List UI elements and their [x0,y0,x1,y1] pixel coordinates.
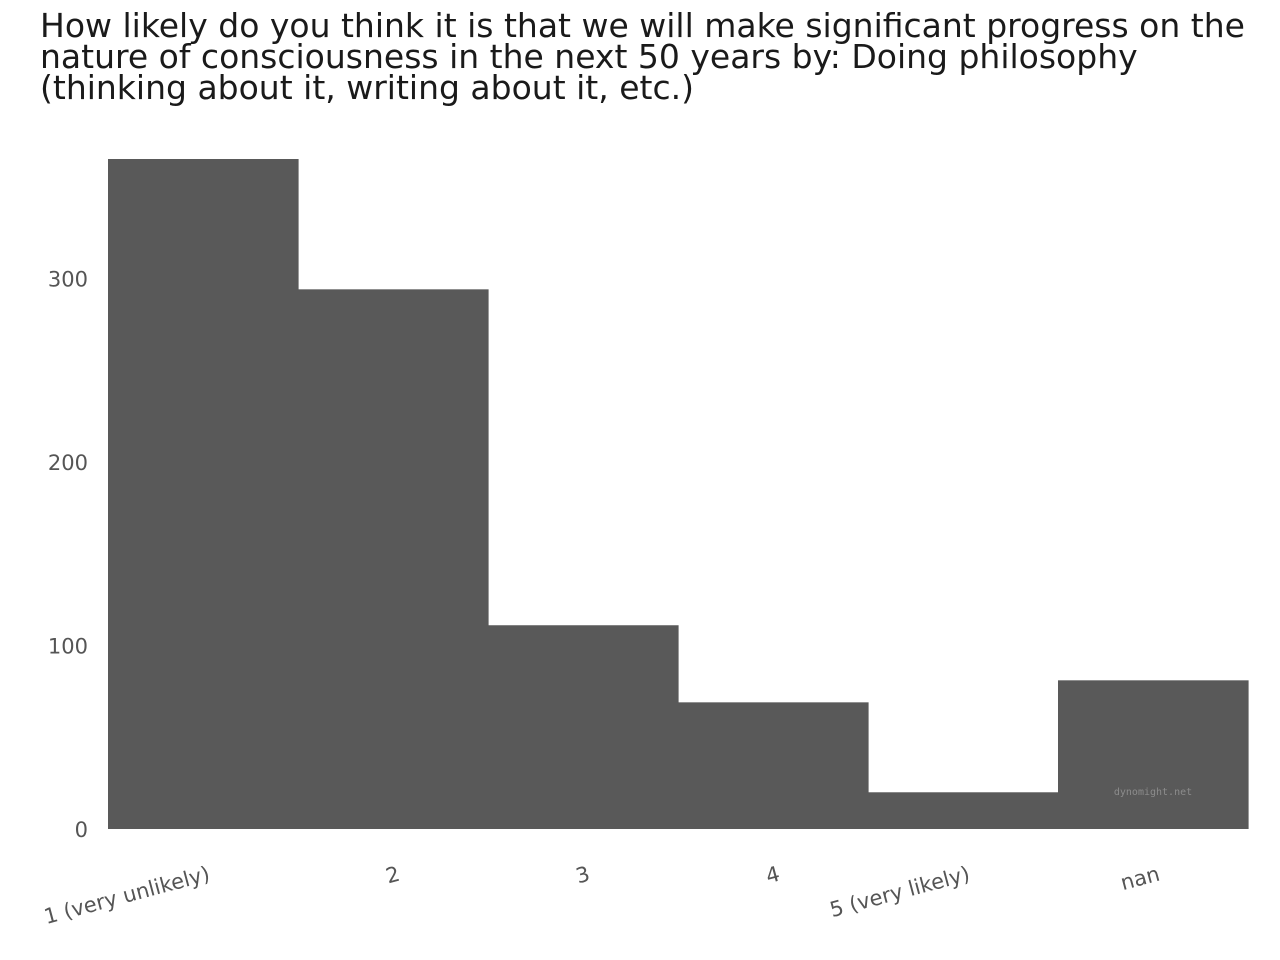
x-tick-label-5: nan [1118,862,1162,895]
y-tick-label-0: 0 [75,818,88,842]
y-tick-label-1: 100 [48,634,88,658]
x-tick-label-2: 3 [573,862,592,889]
x-tick-label-0: 1 (very unlikely) [41,862,212,929]
x-axis-ticks: 1 (very unlikely) 2 3 4 5 (very likely) nan [41,862,1162,929]
y-tick-label-3: 300 [48,267,88,291]
bar-4 [868,792,1059,829]
bar-5 [1058,680,1249,829]
y-axis-ticks: 0 100 200 300 [48,267,88,842]
bar-1 [298,289,489,830]
bar-2 [488,625,679,829]
x-tick-label-1: 2 [383,862,402,889]
x-tick-label-4: 5 (very likely) [827,862,972,922]
bar-3 [678,702,869,829]
chart-title: How likely do you think it is that we wi… [40,6,1245,107]
watermark: dynomight.net [1114,787,1192,798]
y-tick-label-2: 200 [48,451,88,475]
x-tick-label-3: 4 [763,862,782,889]
bar-0 [108,159,299,829]
bars-group [108,159,1249,830]
